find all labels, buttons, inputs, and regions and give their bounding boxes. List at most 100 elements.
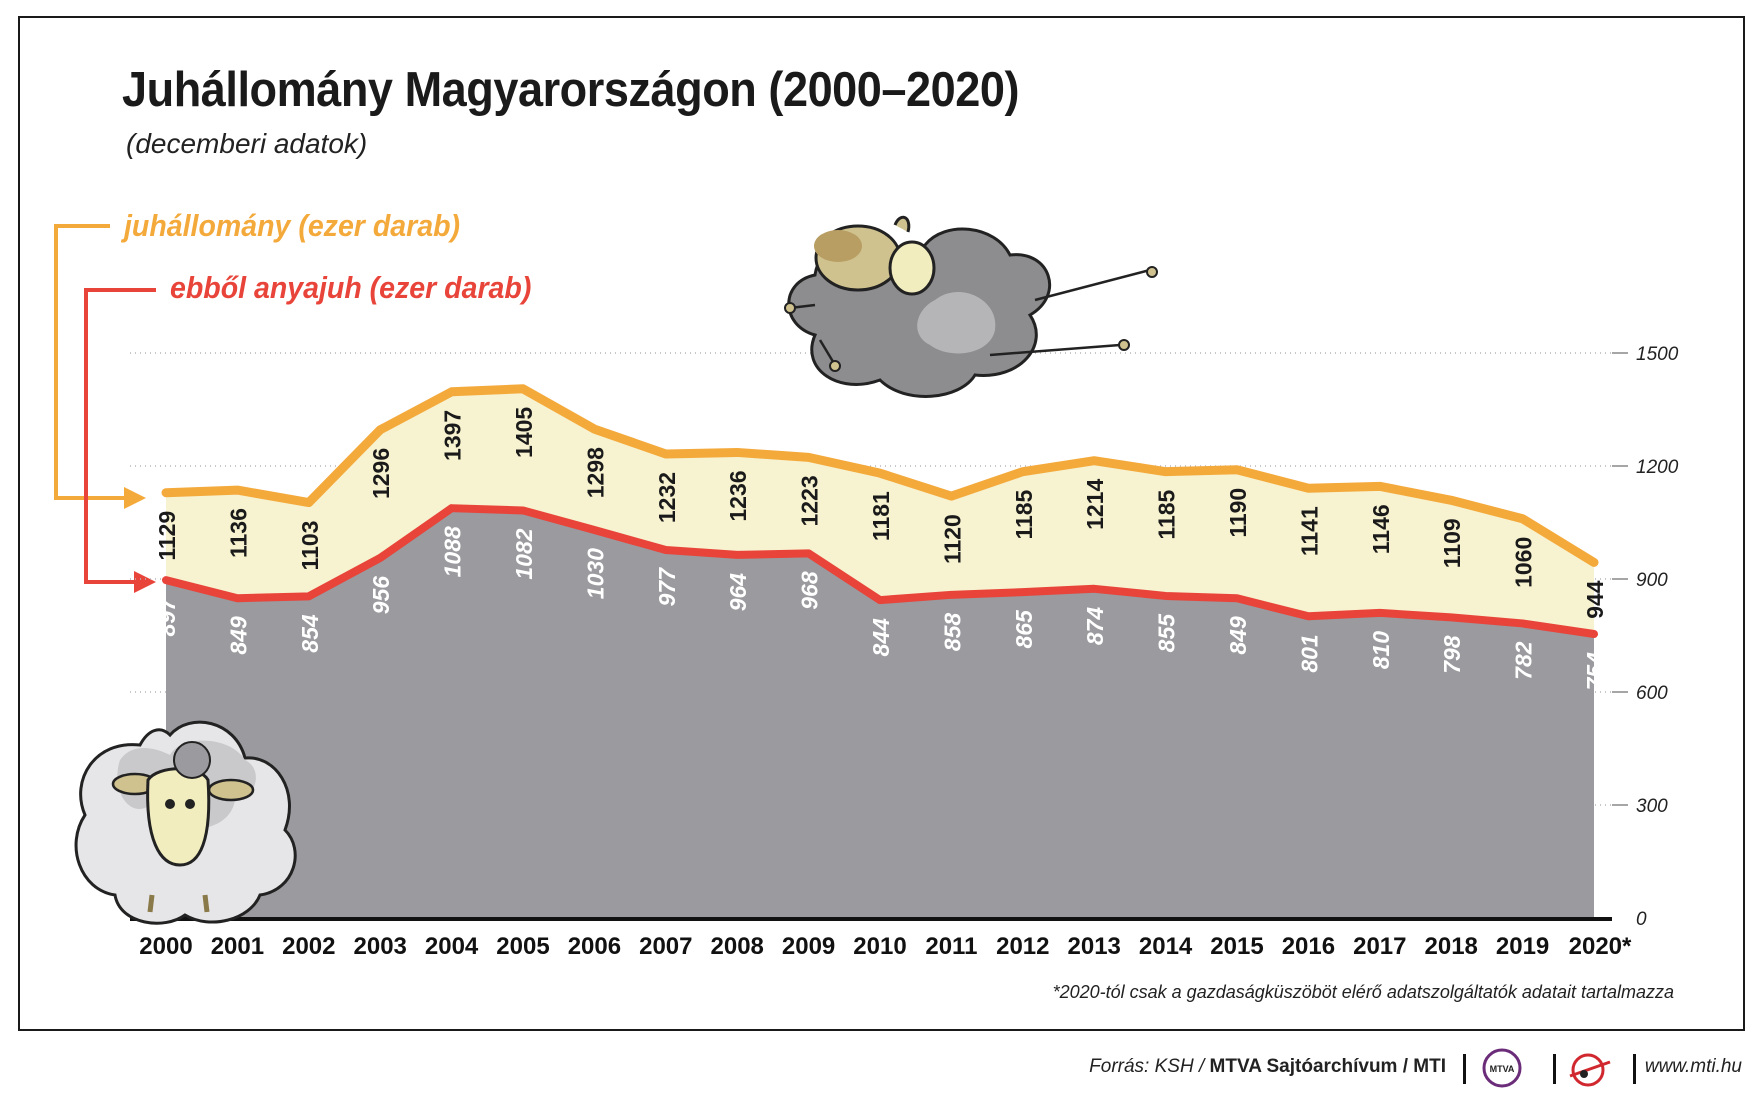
ewes-value-label: 810 <box>1368 631 1394 670</box>
ewes-value-label: 977 <box>654 567 680 607</box>
x-tick-label: 2003 <box>354 933 407 960</box>
ewes-value-label: 897 <box>154 597 180 637</box>
ewes-area <box>166 508 1594 918</box>
ewes-value-label: 964 <box>725 573 751 612</box>
source-credit: Forrás: KSH / MTVA Sajtóarchívum / MTI <box>1089 1056 1446 1078</box>
total-value-label: 1236 <box>725 470 751 521</box>
ewes-value-label: 844 <box>868 618 894 657</box>
total-value-label: 1214 <box>1082 479 1108 530</box>
infographic-frame <box>18 16 1745 1031</box>
total-value-label: 1185 <box>1154 489 1180 539</box>
source-archive: MTVA Sajtóarchívum <box>1209 1056 1398 1077</box>
total-line <box>161 384 1599 567</box>
ewes-value-label: 849 <box>225 616 251 655</box>
ewes-value-label: 968 <box>797 571 823 610</box>
legend-total: juhállomány (ezer darab) <box>124 208 461 243</box>
ewes-value-label: 1088 <box>440 526 466 577</box>
x-tick-label: 2008 <box>711 933 764 960</box>
ewes-value-label: 849 <box>1225 616 1251 655</box>
ewes-line <box>162 504 1598 638</box>
website-link[interactable]: www.mti.hu <box>1644 1056 1742 1077</box>
y-tick-label: 1500 <box>1636 344 1679 365</box>
area-layer <box>166 388 1594 918</box>
source-prefix: Forrás: KSH / <box>1089 1056 1210 1077</box>
total-band <box>166 388 1594 634</box>
ewes-value-label: 874 <box>1082 607 1108 646</box>
total-value-label: 1146 <box>1368 504 1394 554</box>
total-value-label: 1405 <box>511 407 537 458</box>
total-value-label: 1190 <box>1225 488 1251 538</box>
total-value-label: 1129 <box>154 511 180 561</box>
total-value-label: 1060 <box>1511 537 1537 588</box>
ewes-value-label: 1030 <box>582 548 608 599</box>
x-tick-label: 2001 <box>211 933 264 960</box>
total-value-label: 1298 <box>582 447 608 498</box>
mtva-logo-text: MTVA <box>1490 1064 1515 1074</box>
ewes-value-label: 801 <box>1296 634 1322 672</box>
line-layer <box>161 384 1599 638</box>
total-value-label: 1232 <box>654 472 680 523</box>
footer-divider <box>1633 1054 1636 1084</box>
x-tick-label: 2002 <box>282 933 335 960</box>
x-tick-label: 2006 <box>568 933 621 960</box>
x-tick-label: 2020* <box>1569 933 1632 960</box>
x-tick-label: 2010 <box>853 933 906 960</box>
footer-divider <box>1463 1054 1466 1084</box>
mtva-logo: MTVA <box>1482 1048 1522 1088</box>
source-separator: / <box>1397 1056 1414 1077</box>
total-value-label: 1120 <box>939 514 965 564</box>
legend-arrow-ewes <box>134 571 156 593</box>
y-tick-label: 1200 <box>1636 457 1679 478</box>
total-value-label: 1141 <box>1296 506 1322 556</box>
footer: Forrás: KSH / MTVA Sajtóarchívum / MTI M… <box>0 1048 1764 1092</box>
x-tick-label: 2019 <box>1496 933 1549 960</box>
page-title: Juhállomány Magyarországon (2000–2020) <box>122 63 1020 117</box>
y-tick-label: 600 <box>1636 683 1668 704</box>
x-tick-label: 2017 <box>1353 933 1406 960</box>
ewes-value-label: 956 <box>368 576 394 615</box>
legend-ewes: ebből anyajuh (ezer darab) <box>170 270 532 305</box>
x-tick-label: 2012 <box>996 933 1049 960</box>
ewes-value-label: 782 <box>1511 641 1537 680</box>
legend-arrow-total <box>124 487 146 509</box>
y-tick-label: 0 <box>1636 909 1647 930</box>
total-value-label: 1185 <box>1011 489 1037 539</box>
total-value-label: 1296 <box>368 448 394 499</box>
total-value-label: 1397 <box>440 410 466 461</box>
x-tick-label: 2004 <box>425 933 479 960</box>
flying-sheep-illustration <box>784 215 1158 398</box>
page-subtitle: (decemberi adatok) <box>126 128 368 159</box>
ewes-value-label: 754 <box>1582 652 1608 691</box>
footnote: *2020-tól csak a gazdaságküszöböt elérő … <box>1052 982 1674 1002</box>
ewes-value-label: 855 <box>1154 613 1180 653</box>
x-tick-label: 2011 <box>925 933 977 960</box>
ewes-value-label: 1082 <box>511 528 537 579</box>
legend-connector-total <box>54 224 128 500</box>
total-value-label: 1103 <box>297 521 323 571</box>
x-tick-label: 2000 <box>139 933 192 960</box>
total-value-label: 1181 <box>868 491 894 541</box>
ewes-value-label: 865 <box>1011 609 1037 649</box>
x-tick-label: 2005 <box>496 933 549 960</box>
total-value-label: 1136 <box>225 508 251 558</box>
standing-sheep-illustration <box>74 720 297 925</box>
legend-connector-ewes <box>84 288 156 584</box>
label-layer: 1129 1136 1103 1296 1397 1405 1298 1232 1236 1223… <box>154 407 1608 691</box>
total-value-label: 1223 <box>797 475 823 526</box>
ewes-value-label: 854 <box>297 614 323 653</box>
x-tick-label: 2016 <box>1282 933 1335 960</box>
source-agency: MTI <box>1413 1056 1446 1077</box>
footer-divider <box>1553 1054 1556 1084</box>
x-tick-label: 2014 <box>1139 933 1193 960</box>
x-tick-label: 2009 <box>782 933 835 960</box>
x-tick-label: 2013 <box>1068 933 1121 960</box>
axis-layer: 0 300 600 900 1200 1500 2000 2001 2002 2003 2004 20… <box>130 344 1679 960</box>
x-tick-label: 2015 <box>1210 933 1263 960</box>
x-tick-label: 2007 <box>639 933 692 960</box>
total-value-label: 944 <box>1582 580 1608 619</box>
y-tick-label: 900 <box>1636 570 1668 591</box>
ewes-value-label: 798 <box>1439 635 1465 674</box>
x-tick-label: 2018 <box>1425 933 1478 960</box>
y-tick-label: 300 <box>1636 796 1668 817</box>
